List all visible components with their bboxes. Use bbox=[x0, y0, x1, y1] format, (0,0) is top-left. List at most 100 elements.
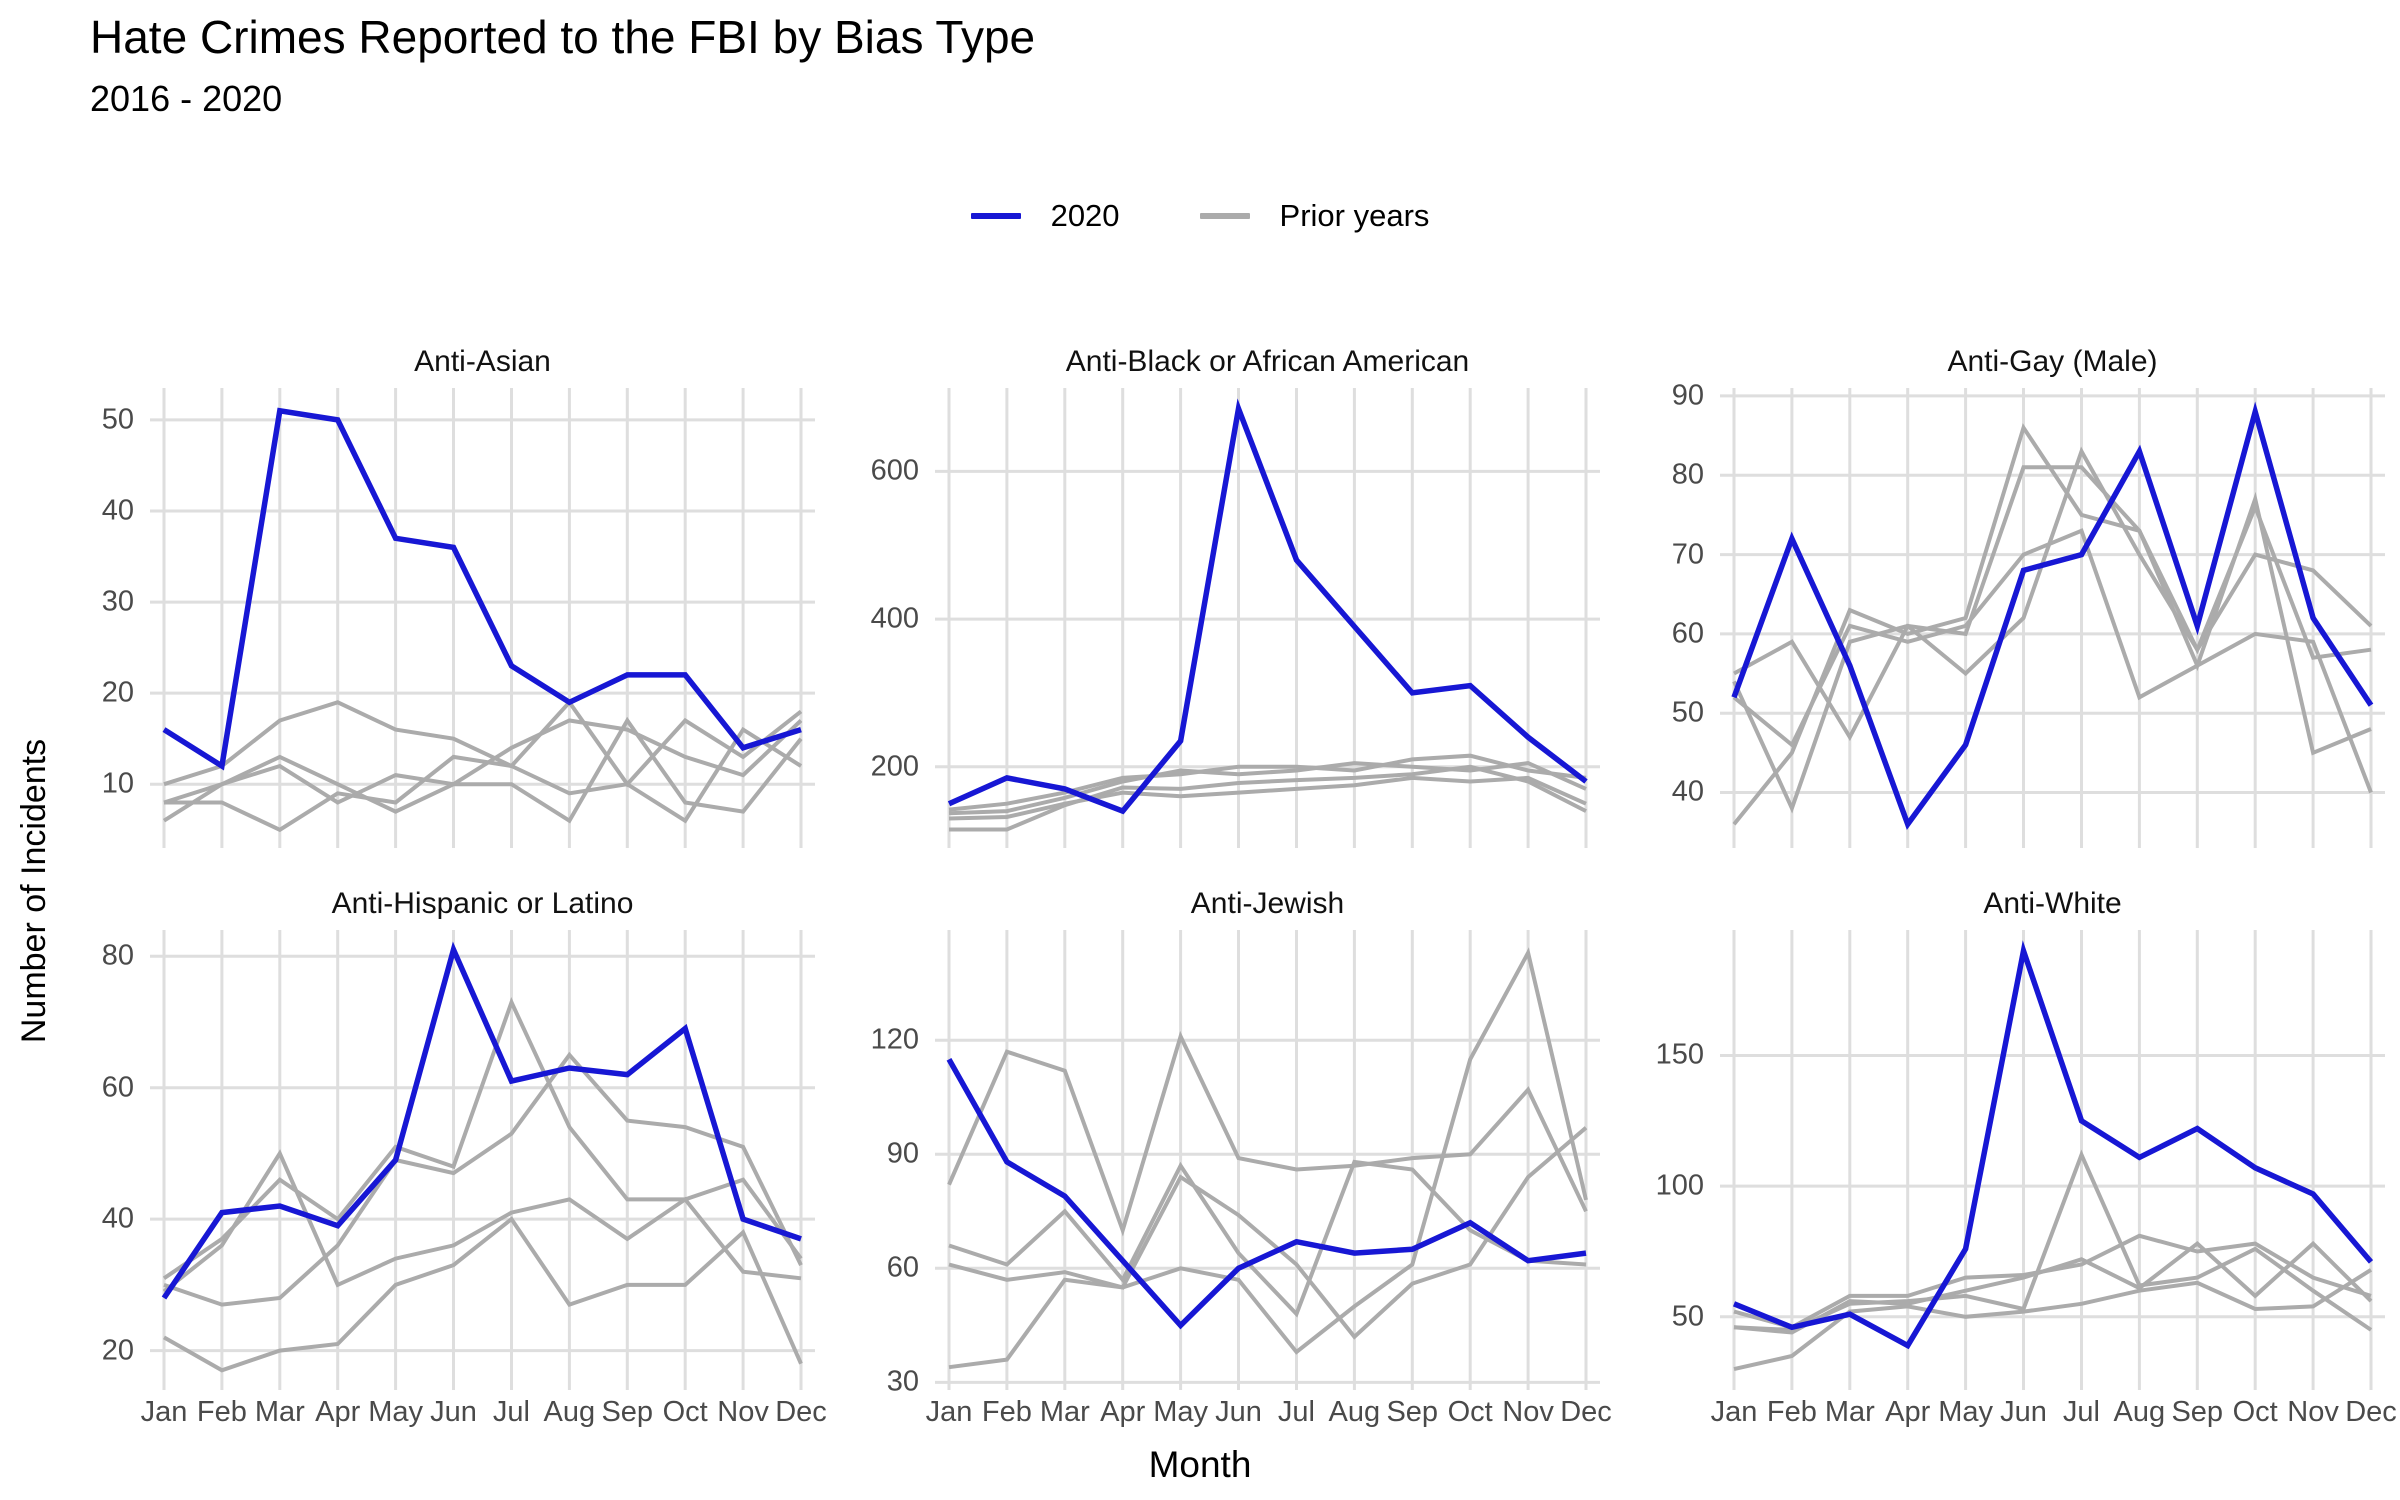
facet-title-anti-gay-male: Anti-Gay (Male) bbox=[1947, 345, 2158, 378]
y-tick-label: 100 bbox=[1655, 1169, 1704, 1202]
y-axis-anti-gay-male: 40 50 60 70 80 90 bbox=[1640, 379, 1720, 848]
y-tick-label: 600 bbox=[870, 454, 919, 487]
x-tick-label: Aug bbox=[1328, 1396, 1381, 1428]
x-tick-label: Oct bbox=[662, 1396, 708, 1428]
page-title: Hate Crimes Reported to the FBI by Bias … bbox=[90, 11, 1036, 63]
y-tick-label: 50 bbox=[101, 403, 134, 436]
x-tick-label: Jan bbox=[1710, 1396, 1758, 1428]
facet-grid: Anti-Asian 10 20 30 40 50 Anti-Black or Afri… bbox=[70, 342, 2397, 1434]
x-tick-label: Dec bbox=[775, 1396, 827, 1428]
plot-area-anti-white bbox=[1720, 930, 2385, 1390]
x-tick-label: Feb bbox=[196, 1396, 247, 1428]
page-subtitle: 2016 - 2020 bbox=[90, 78, 283, 119]
x-tick-label: Nov bbox=[717, 1396, 769, 1428]
y-tick-label: 80 bbox=[101, 939, 134, 972]
x-tick-label: Jan bbox=[140, 1396, 188, 1428]
plot-area-anti-black bbox=[935, 388, 1600, 848]
x-tick-label: Apr bbox=[315, 1396, 361, 1428]
x-tick-label: Jan bbox=[925, 1396, 973, 1428]
x-tick-label: Aug bbox=[2113, 1396, 2166, 1428]
legend: 2020 Prior years bbox=[0, 198, 2400, 234]
line-2020 bbox=[1732, 940, 2374, 1350]
y-tick-label: 60 bbox=[101, 1071, 134, 1104]
y-tick-label: 400 bbox=[870, 602, 919, 635]
facet-anti-jewish: Anti-Jewish 30 60 90 120 Jan Feb Mar Apr May Jun… bbox=[855, 884, 1612, 1434]
y-tick-label: 40 bbox=[1671, 775, 1704, 808]
prior-years-lines bbox=[162, 699, 803, 833]
plot-area-anti-jewish bbox=[935, 930, 1600, 1390]
prior-years-lines bbox=[948, 753, 1587, 832]
legend-line-2020-swatch bbox=[970, 213, 1021, 219]
y-tick-label: 90 bbox=[1671, 379, 1704, 412]
x-tick-label: Jun bbox=[1215, 1396, 1262, 1428]
facet-anti-white: Anti-White 50 100 150 Jan Feb Mar Apr May Jun Ju… bbox=[1640, 884, 2397, 1434]
legend-item-prior-years: Prior years bbox=[1199, 198, 1430, 234]
facet-anti-black: Anti-Black or African American 200 400 600 bbox=[855, 342, 1600, 848]
facet-anti-gay-male: Anti-Gay (Male) 40 50 60 70 80 90 bbox=[1640, 342, 2385, 848]
legend-label-2020: 2020 bbox=[1050, 198, 1120, 233]
gridlines bbox=[150, 388, 815, 848]
legend-item-2020: 2020 bbox=[970, 198, 1120, 234]
x-tick-label: Oct bbox=[2232, 1396, 2278, 1428]
x-tick-label: Mar bbox=[1039, 1396, 1090, 1428]
prior-years-lines bbox=[162, 997, 803, 1373]
x-tick-label: Sep bbox=[2171, 1396, 2224, 1428]
y-axis-anti-asian: 10 20 30 40 50 bbox=[70, 388, 150, 848]
x-axis-anti-jewish: Jan Feb Mar Apr May Jun Jul Aug Sep Oct Nov Dec bbox=[926, 1390, 1612, 1434]
x-tick-label: Jun bbox=[430, 1396, 477, 1428]
plot-area-anti-hispanic bbox=[150, 930, 815, 1390]
y-tick-label: 40 bbox=[101, 494, 134, 527]
facet-title-anti-hispanic: Anti-Hispanic or Latino bbox=[331, 887, 634, 920]
line-2020 bbox=[161, 941, 802, 1300]
legend-label-prior-years: Prior years bbox=[1279, 198, 1430, 233]
facet-title-anti-white: Anti-White bbox=[1983, 887, 2122, 920]
y-tick-label: 30 bbox=[101, 585, 134, 618]
legend-line-prior-years-swatch bbox=[1199, 213, 1250, 219]
y-tick-label: 150 bbox=[1655, 1038, 1704, 1071]
x-tick-label: May bbox=[368, 1396, 424, 1428]
y-tick-label: 50 bbox=[1671, 1300, 1704, 1333]
x-axis-anti-hispanic: Jan Feb Mar Apr May Jun Jul Aug Sep Oct Nov Dec bbox=[141, 1390, 827, 1434]
facet-anti-hispanic: Anti-Hispanic or Latino 20 40 60 80 Jan Feb M… bbox=[70, 884, 827, 1434]
y-axis-anti-black: 200 400 600 bbox=[855, 388, 935, 848]
plot-area-anti-asian bbox=[150, 388, 815, 848]
line-2020 bbox=[947, 398, 1588, 815]
plot-area-anti-gay-male bbox=[1720, 388, 2385, 848]
y-tick-label: 120 bbox=[870, 1023, 919, 1056]
x-tick-label: Feb bbox=[1766, 1396, 1817, 1428]
x-tick-label: Sep bbox=[601, 1396, 654, 1428]
x-tick-label: Oct bbox=[1447, 1396, 1493, 1428]
y-axis-title: Number of Incidents bbox=[15, 738, 53, 1044]
x-tick-label: Mar bbox=[1824, 1396, 1875, 1428]
y-tick-label: 60 bbox=[886, 1251, 919, 1284]
y-tick-label: 90 bbox=[886, 1137, 919, 1170]
facet-title-anti-jewish: Anti-Jewish bbox=[1190, 887, 1345, 920]
facet-title-anti-asian: Anti-Asian bbox=[414, 345, 551, 378]
x-tick-label: Jun bbox=[2000, 1396, 2047, 1428]
x-tick-label: Nov bbox=[2287, 1396, 2339, 1428]
y-tick-label: 50 bbox=[1671, 696, 1704, 729]
y-tick-label: 200 bbox=[870, 750, 919, 783]
x-tick-label: Apr bbox=[1100, 1396, 1146, 1428]
y-tick-label: 30 bbox=[886, 1365, 919, 1398]
x-tick-label: Apr bbox=[1885, 1396, 1931, 1428]
gridlines bbox=[150, 930, 815, 1390]
x-tick-label: Sep bbox=[1386, 1396, 1439, 1428]
y-axis-anti-hispanic: 20 40 60 80 bbox=[70, 930, 150, 1390]
y-axis-anti-white: 50 100 150 bbox=[1640, 930, 1720, 1390]
y-tick-label: 10 bbox=[101, 767, 134, 800]
x-tick-label: Jul bbox=[492, 1396, 530, 1428]
x-tick-label: Dec bbox=[1560, 1396, 1612, 1428]
x-tick-label: Nov bbox=[1502, 1396, 1554, 1428]
x-axis-title: Month bbox=[1148, 1444, 1252, 1485]
facet-anti-asian: Anti-Asian 10 20 30 40 50 bbox=[70, 342, 815, 848]
line-2020 bbox=[1731, 401, 2374, 830]
x-axis-anti-white: Jan Feb Mar Apr May Jun Jul Aug Sep Oct Nov Dec bbox=[1711, 1390, 2397, 1434]
x-tick-label: Dec bbox=[2345, 1396, 2397, 1428]
x-tick-label: Mar bbox=[254, 1396, 305, 1428]
y-tick-label: 20 bbox=[101, 1334, 134, 1367]
x-tick-label: Jul bbox=[1277, 1396, 1315, 1428]
line-2020 bbox=[162, 407, 802, 771]
x-tick-label: Feb bbox=[981, 1396, 1032, 1428]
y-tick-label: 40 bbox=[101, 1202, 134, 1235]
